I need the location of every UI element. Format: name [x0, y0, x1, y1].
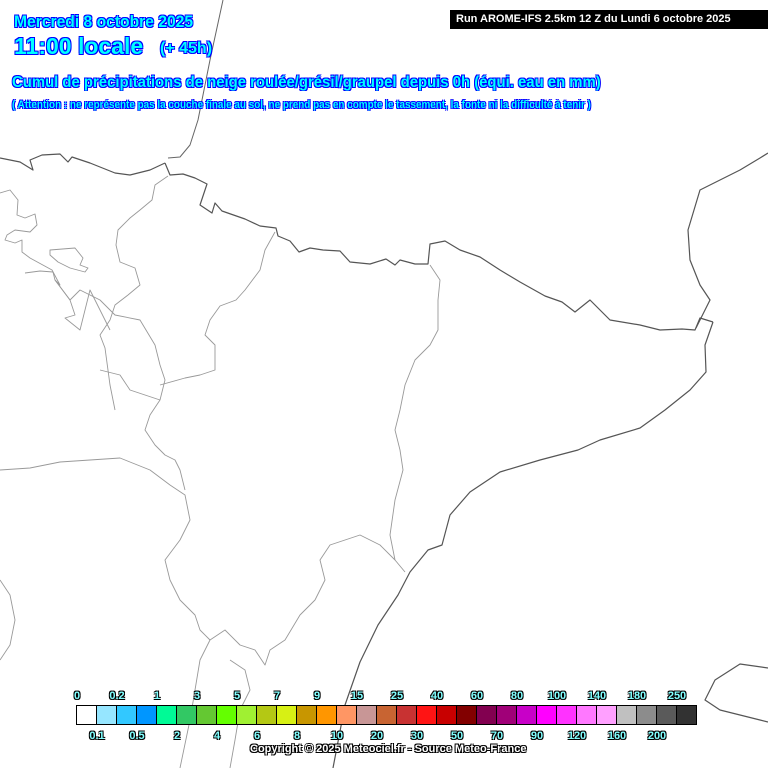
region-border [389, 264, 441, 573]
legend-swatch [197, 706, 217, 724]
legend-label: 1 [153, 690, 161, 702]
legend-swatch [397, 706, 417, 724]
coastline-balearic [704, 663, 768, 723]
region-border [49, 247, 89, 273]
legend-swatch [237, 706, 257, 724]
legend-label: 140 [587, 690, 607, 702]
legend-swatch [617, 706, 637, 724]
forecast-lead-time: (+ 45h) [160, 40, 213, 57]
legend-label: 120 [567, 730, 587, 742]
legend-swatch [337, 706, 357, 724]
legend-label: 100 [547, 690, 567, 702]
legend-label: 25 [390, 690, 404, 702]
legend-swatch [577, 706, 597, 724]
forecast-date: Mercredi 8 octobre 2025 [14, 12, 194, 31]
region-border [99, 175, 169, 411]
legend-swatch [277, 706, 297, 724]
legend-label: 200 [647, 730, 667, 742]
legend-swatch [497, 706, 517, 724]
map-warning: ( Attention : ne représente pas la couch… [12, 99, 591, 111]
model-run-label: Run AROME-IFS 2.5km 12 Z du Lundi 6 octo… [450, 10, 768, 29]
legend-swatch [457, 706, 477, 724]
legend-swatch [677, 706, 696, 724]
forecast-time: 11:00 locale [14, 33, 144, 59]
legend-swatch [297, 706, 317, 724]
copyright: Copyright © 2025 Meteociel.fr - Source M… [250, 743, 527, 755]
legend-label: 5 [233, 690, 241, 702]
map-title: Cumul de précipitations de neige roulée/… [12, 74, 601, 91]
legend-label: 40 [430, 690, 444, 702]
legend-label: 0.5 [129, 730, 145, 742]
legend-swatch [477, 706, 497, 724]
legend-label: 7 [273, 690, 281, 702]
legend-swatch [177, 706, 197, 724]
legend-swatch [537, 706, 557, 724]
legend-swatch [357, 706, 377, 724]
border-france-spain [164, 162, 714, 331]
legend-label: 30 [410, 730, 424, 742]
legend-swatch [257, 706, 277, 724]
region-border [159, 231, 276, 386]
coastline-france-mediterranean [687, 152, 768, 329]
legend-label: 4 [213, 730, 221, 742]
legend-swatch [137, 706, 157, 724]
region-border [24, 270, 186, 491]
legend-label: 15 [350, 690, 364, 702]
legend-label: 90 [530, 730, 544, 742]
legend-label: 6 [253, 730, 261, 742]
legend-label: 60 [470, 690, 484, 702]
legend-swatch [517, 706, 537, 724]
legend-label: 8 [293, 730, 301, 742]
legend-swatch [377, 706, 397, 724]
legend-swatch [657, 706, 677, 724]
legend-label: 0.1 [89, 730, 105, 742]
legend-swatch [77, 706, 97, 724]
legend-label: 0.2 [109, 690, 125, 702]
legend-label: 50 [450, 730, 464, 742]
legend-label: 9 [313, 690, 321, 702]
legend-label: 3 [193, 690, 201, 702]
region-border [229, 659, 251, 768]
legend-swatch [557, 706, 577, 724]
legend-swatch [157, 706, 177, 724]
legend-swatch [597, 706, 617, 724]
legend-label: 2 [173, 730, 181, 742]
legend-swatch [97, 706, 117, 724]
region-border [0, 457, 396, 666]
legend-swatch [417, 706, 437, 724]
legend-swatch [317, 706, 337, 724]
coastline-bay-of-biscay [0, 153, 166, 176]
region-border [99, 369, 161, 401]
legend-label: 180 [627, 690, 647, 702]
coastline-longitude-line [167, 0, 224, 159]
legend-label: 70 [490, 730, 504, 742]
legend-label: 160 [607, 730, 627, 742]
legend-label: 80 [510, 690, 524, 702]
legend-label: 10 [330, 730, 344, 742]
legend-swatch [117, 706, 137, 724]
region-border [179, 639, 211, 768]
region-border [0, 189, 111, 331]
color-scale-legend [76, 705, 697, 725]
region-border [0, 579, 16, 661]
legend-swatch [217, 706, 237, 724]
legend-label: 20 [370, 730, 384, 742]
legend-label: 0 [73, 690, 81, 702]
legend-swatch [637, 706, 657, 724]
coastline-catalonia [332, 321, 714, 768]
legend-label: 250 [667, 690, 687, 702]
legend-swatch [437, 706, 457, 724]
